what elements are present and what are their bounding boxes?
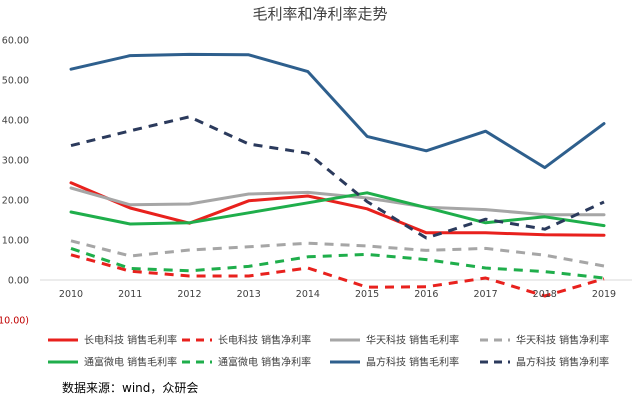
series-line-1	[69, 181, 606, 237]
legend-label-3: 华天科技 销售毛利率	[366, 334, 459, 347]
legend-label-8: 晶方科技 销售净利率	[516, 356, 609, 369]
series-line-2	[70, 253, 605, 298]
x-tick-label: 2015	[355, 289, 379, 300]
x-tick-label: 2017	[473, 289, 497, 300]
series-line-7	[69, 52, 606, 170]
y-tick-label: 40.00	[2, 116, 29, 127]
legend-label-4: 华天科技 销售净利率	[516, 334, 609, 347]
x-tick-label: 2014	[296, 289, 320, 300]
y-tick-label: 50.00	[2, 76, 29, 87]
legend-label-2: 长电科技 销售净利率	[218, 334, 311, 347]
series-line-3	[69, 186, 606, 217]
legend-label-7: 晶方科技 销售毛利率	[366, 356, 459, 369]
x-tick-label: 2018	[533, 289, 557, 300]
legend: 长电科技 销售毛利率 长电科技 销售净利率 华天科技 销售毛利率 华天科技 销售净利率…	[48, 334, 609, 369]
x-tick-label: 2010	[59, 289, 83, 300]
chart-title: 毛利率和净利率走势	[252, 5, 387, 23]
source-note: 数据来源：wind，众研会	[62, 380, 198, 395]
series-line-8	[70, 115, 605, 240]
series-line-6	[70, 246, 605, 280]
y-tick-label: (10.00)	[0, 316, 29, 327]
y-tick-label: 20.00	[2, 196, 29, 207]
y-axis-ticks: 60.00 50.00 40.00 30.00 20.00 10.00 0.00 (10.00…	[0, 36, 29, 327]
x-axis-ticks: 2010 2011 2012 2013 2014 2015 2016 2017 2018 2019	[59, 289, 616, 300]
y-tick-label: 60.00	[2, 36, 29, 47]
legend-label-6: 通富微电 销售净利率	[218, 356, 311, 369]
y-tick-label: 30.00	[2, 156, 29, 167]
legend-label-5: 通富微电 销售毛利率	[84, 356, 177, 369]
y-tick-label: 10.00	[2, 236, 29, 247]
y-tick-label: 0.00	[8, 276, 29, 287]
x-tick-label: 2019	[592, 289, 616, 300]
x-tick-label: 2013	[237, 289, 261, 300]
series-layer	[69, 52, 606, 298]
x-tick-label: 2012	[177, 289, 201, 300]
series-line-4	[70, 239, 605, 268]
series-line-5	[69, 191, 606, 228]
x-tick-label: 2011	[118, 289, 142, 300]
legend-label-1: 长电科技 销售毛利率	[84, 334, 177, 347]
x-tick-label: 2016	[414, 289, 438, 300]
